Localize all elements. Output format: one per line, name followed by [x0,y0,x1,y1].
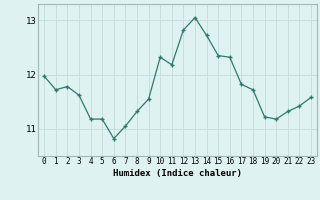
X-axis label: Humidex (Indice chaleur): Humidex (Indice chaleur) [113,169,242,178]
